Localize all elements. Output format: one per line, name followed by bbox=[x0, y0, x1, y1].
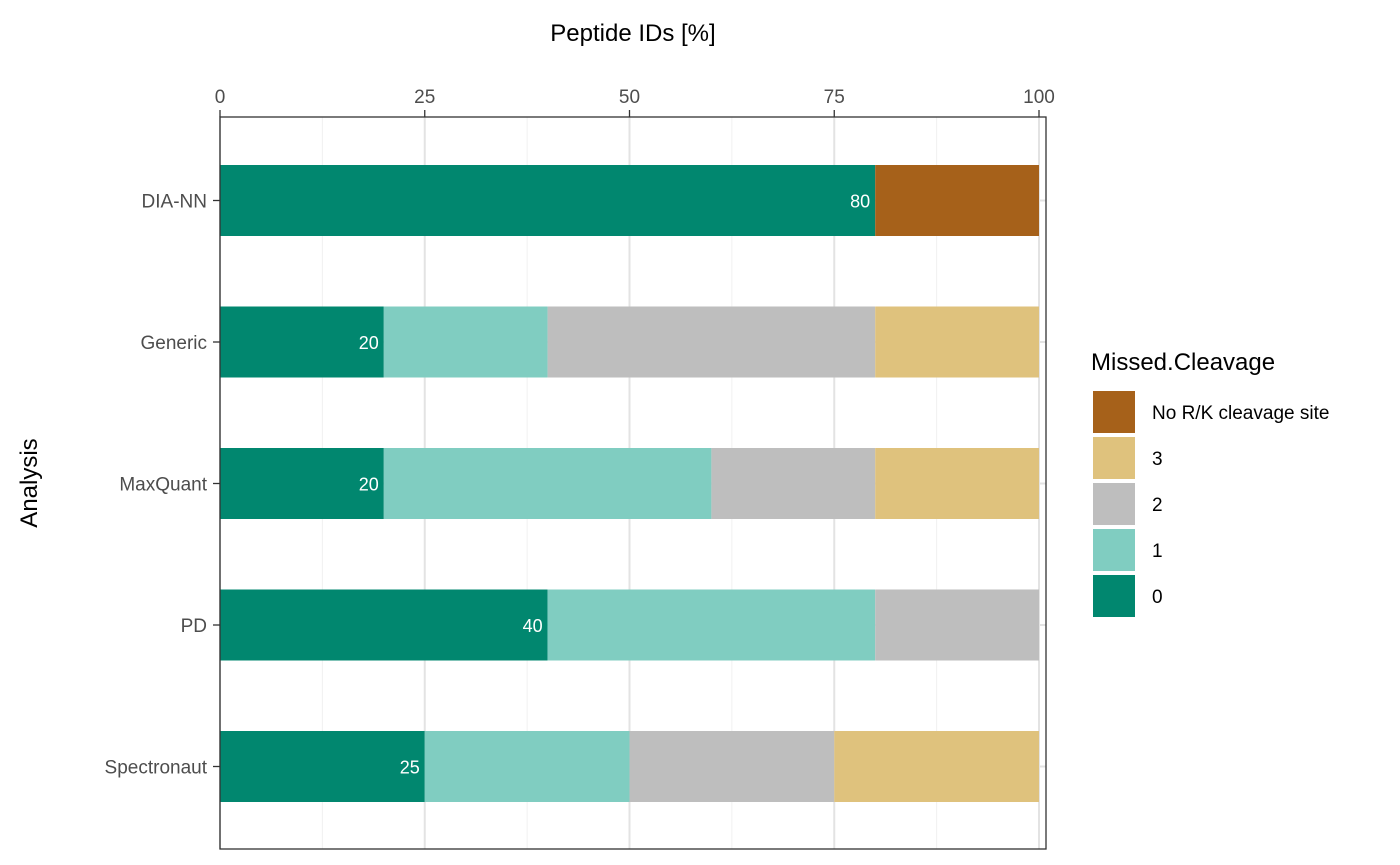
y-axis: DIA-NN Generic MaxQuant PD Spectronaut bbox=[105, 192, 220, 779]
legend-key bbox=[1093, 575, 1135, 617]
y-tick-label: Generic bbox=[140, 333, 207, 354]
bar-segment bbox=[424, 731, 630, 802]
bars bbox=[220, 165, 1039, 802]
bar-segment bbox=[383, 306, 548, 378]
legend-label: 1 bbox=[1152, 541, 1163, 562]
legend-label: No R/K cleavage site bbox=[1152, 403, 1329, 424]
y-tick-label: DIA-NN bbox=[142, 192, 207, 213]
data-label: 40 bbox=[523, 616, 543, 636]
legend-label: 3 bbox=[1152, 449, 1163, 470]
legend-key bbox=[1093, 483, 1135, 525]
bar-segment bbox=[383, 448, 712, 519]
legend: Missed.Cleavage No R/K cleavage site 3 2 1 0 bbox=[1091, 349, 1329, 617]
y-axis-title: Analysis bbox=[16, 438, 43, 527]
bar-segment bbox=[547, 306, 876, 378]
bar-segment bbox=[220, 448, 384, 519]
bar-segment bbox=[875, 306, 1039, 378]
bar-segment bbox=[711, 448, 876, 519]
bar-segment bbox=[875, 448, 1039, 519]
x-tick-label: 25 bbox=[414, 87, 435, 108]
data-label: 20 bbox=[359, 475, 379, 495]
bar-segment bbox=[220, 589, 548, 661]
data-label: 20 bbox=[359, 333, 379, 353]
bar-segment bbox=[220, 731, 425, 802]
y-tick-label: Spectronaut bbox=[105, 758, 208, 779]
bar-segment bbox=[875, 589, 1039, 661]
data-label: 80 bbox=[850, 192, 870, 212]
data-label: 25 bbox=[400, 758, 420, 778]
legend-label: 2 bbox=[1152, 495, 1163, 516]
x-axis-title: Peptide IDs [%] bbox=[550, 20, 715, 47]
bar-segment bbox=[547, 589, 876, 661]
bar-segment bbox=[629, 731, 835, 802]
bar-segment bbox=[220, 306, 384, 378]
x-tick-label: 0 bbox=[215, 87, 226, 108]
bar-segment bbox=[834, 731, 1039, 802]
y-tick-label: PD bbox=[181, 616, 207, 637]
legend-key bbox=[1093, 391, 1135, 433]
legend-key bbox=[1093, 437, 1135, 479]
legend-items: No R/K cleavage site 3 2 1 0 bbox=[1093, 391, 1329, 617]
x-axis: 0 25 50 75 100 bbox=[215, 87, 1055, 117]
y-tick-label: MaxQuant bbox=[119, 475, 207, 496]
legend-title: Missed.Cleavage bbox=[1091, 349, 1275, 376]
bar-segment bbox=[220, 165, 876, 236]
legend-key bbox=[1093, 529, 1135, 571]
x-tick-label: 75 bbox=[824, 87, 845, 108]
bar-segment bbox=[875, 165, 1039, 236]
data-labels: 80 20 20 40 25 bbox=[359, 192, 870, 778]
x-tick-label: 50 bbox=[619, 87, 640, 108]
x-tick-label: 100 bbox=[1023, 87, 1055, 108]
legend-label: 0 bbox=[1152, 587, 1163, 608]
